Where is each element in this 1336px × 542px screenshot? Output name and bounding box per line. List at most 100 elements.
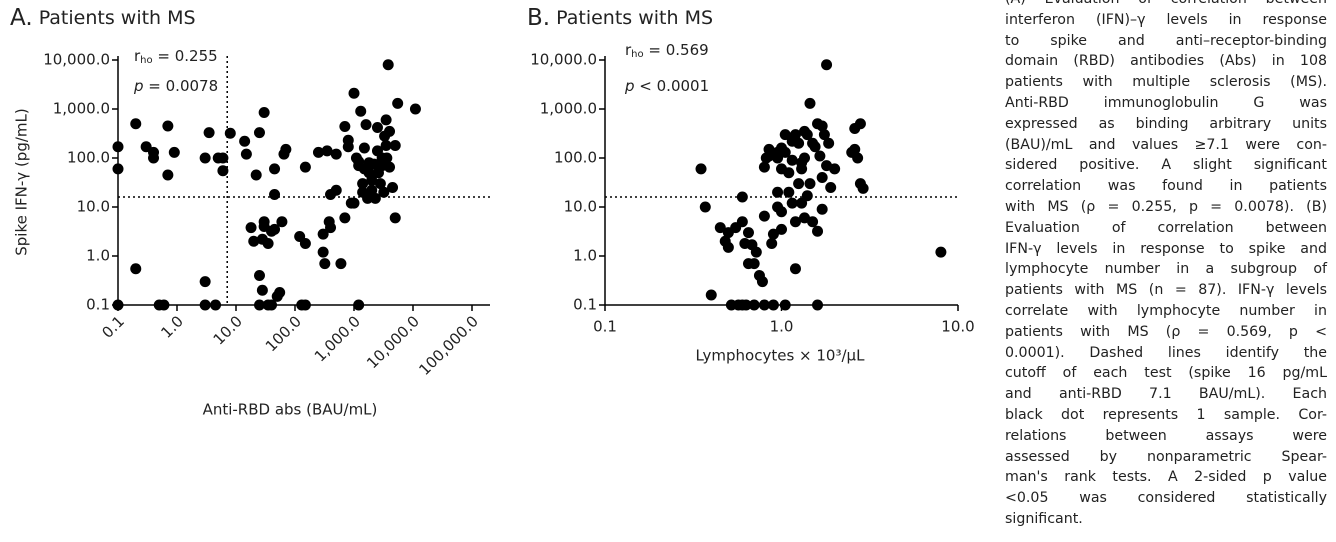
y-tick-label: 0.1 bbox=[86, 296, 110, 314]
caption-line: correlate with lymphocyte number in bbox=[1005, 302, 1327, 319]
point bbox=[348, 87, 360, 99]
point bbox=[319, 258, 331, 270]
y-tick-label: 10.0 bbox=[564, 198, 597, 216]
point bbox=[378, 186, 390, 198]
point bbox=[793, 178, 805, 190]
y-tick-label: 100.0 bbox=[67, 149, 110, 167]
point bbox=[392, 97, 404, 109]
annotation-text: = 0.0078 bbox=[144, 77, 219, 95]
point bbox=[799, 152, 811, 164]
panel-label: B. bbox=[527, 5, 550, 31]
point bbox=[348, 197, 360, 209]
caption-line: relations between assays were bbox=[1005, 427, 1327, 444]
annotation-text: < 0.0001 bbox=[635, 77, 710, 95]
caption-line: patients with multiple sclerosis (MS). bbox=[1005, 74, 1327, 91]
point bbox=[736, 191, 748, 203]
caption-line: Anti-RBD immunoglobulin G was bbox=[1005, 94, 1327, 111]
point bbox=[353, 299, 365, 311]
point bbox=[199, 276, 211, 288]
annotation: rho = 0.569 bbox=[625, 41, 709, 61]
point bbox=[821, 59, 833, 71]
point bbox=[217, 152, 229, 164]
y-axis-label: Spike IFN-γ (pg/mL) bbox=[13, 108, 31, 255]
point bbox=[374, 178, 386, 190]
panel-title: B. Patients with MS bbox=[527, 5, 713, 31]
point bbox=[330, 184, 342, 196]
point bbox=[371, 121, 383, 133]
annotation-text: = 0.255 bbox=[153, 47, 218, 65]
point bbox=[199, 299, 211, 311]
caption-line: man's rank tests. A 2-sided p value bbox=[1005, 469, 1327, 486]
point bbox=[358, 142, 370, 154]
y-tick-label: 1,000.0 bbox=[53, 100, 110, 118]
point bbox=[758, 161, 770, 173]
x-tick-label: 1,000.0 bbox=[311, 312, 364, 365]
y-tick-label: 1.0 bbox=[86, 247, 110, 265]
annotation-symbol: r bbox=[625, 41, 632, 59]
point bbox=[799, 125, 811, 137]
point bbox=[804, 97, 816, 109]
caption-line: significant. bbox=[1005, 510, 1083, 527]
point bbox=[112, 299, 124, 311]
point bbox=[168, 146, 180, 158]
point bbox=[210, 299, 222, 311]
caption-line: correlation was found in patients bbox=[1005, 178, 1327, 195]
point bbox=[112, 141, 124, 153]
point bbox=[818, 129, 830, 141]
point bbox=[852, 152, 864, 164]
point bbox=[825, 182, 837, 194]
point bbox=[740, 299, 752, 311]
point bbox=[245, 222, 257, 234]
point bbox=[269, 223, 281, 235]
point bbox=[736, 216, 748, 228]
y-tick-label: 1,000.0 bbox=[540, 100, 597, 118]
point bbox=[758, 210, 770, 222]
point bbox=[786, 135, 798, 147]
point bbox=[935, 246, 947, 258]
point bbox=[816, 203, 828, 215]
point bbox=[786, 197, 798, 209]
point bbox=[812, 299, 824, 311]
caption-line: lymphocyte number in a subgroup of bbox=[1005, 261, 1327, 278]
y-tick-label: 1.0 bbox=[573, 247, 597, 265]
point bbox=[376, 160, 388, 172]
point bbox=[253, 269, 265, 281]
caption-line: to spike and anti–receptor-binding bbox=[1005, 32, 1327, 49]
point bbox=[312, 146, 324, 158]
x-tick-label: 100.0 bbox=[262, 312, 305, 355]
point bbox=[849, 143, 861, 155]
caption-line: black dot represents 1 sample. Cor- bbox=[1005, 406, 1327, 423]
point bbox=[369, 192, 381, 204]
caption-line: patients with MS (n = 87). IFN-γ levels bbox=[1005, 282, 1327, 299]
point bbox=[321, 145, 333, 157]
point bbox=[299, 161, 311, 173]
point bbox=[250, 169, 262, 181]
caption-line: interferon (IFN)–γ levels in response bbox=[1005, 11, 1327, 28]
x-tick-label: 100,000.0 bbox=[415, 312, 482, 379]
caption-line: cutoff of each test (spike 16 pg/mL bbox=[1005, 365, 1327, 382]
caption-line: 0.0001). Dashed lines identify the bbox=[1005, 344, 1327, 361]
point bbox=[162, 120, 174, 132]
caption-line: with MS (ρ = 0.255, p = 0.0078). (B) bbox=[1005, 198, 1327, 215]
point bbox=[317, 228, 329, 240]
caption-line: and anti-RBD 7.1 BAU/mL). Each bbox=[1005, 386, 1327, 403]
point bbox=[804, 178, 816, 190]
point bbox=[776, 206, 787, 218]
point bbox=[380, 139, 392, 151]
x-tick-label: 0.1 bbox=[98, 312, 128, 342]
point bbox=[363, 167, 375, 179]
point bbox=[240, 148, 252, 160]
point bbox=[816, 171, 828, 183]
caption-line: (A) Evaluation of correlation between bbox=[1005, 0, 1327, 10]
annotation-symbol: p bbox=[624, 77, 635, 95]
point bbox=[239, 135, 251, 147]
point bbox=[382, 59, 394, 71]
caption-line: sidered positive. A slight significant bbox=[1005, 157, 1327, 174]
point bbox=[789, 216, 801, 228]
caption-line: Evaluation of correlation between bbox=[1005, 219, 1327, 236]
point bbox=[330, 148, 342, 160]
point bbox=[695, 163, 707, 175]
annotation: rho = 0.255 bbox=[134, 47, 218, 67]
panel-title: A. Patients with MS bbox=[10, 5, 196, 31]
